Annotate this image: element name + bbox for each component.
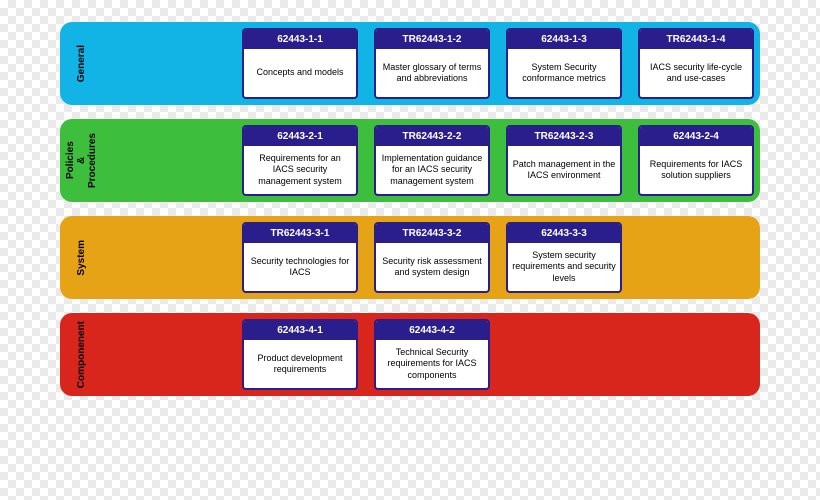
tier-label-text: Componenent: [76, 321, 87, 388]
card-62443-4-2: 62443-4-2 Technical Security requirement…: [374, 319, 490, 390]
tier-label-system: System: [60, 222, 102, 293]
cards-area-general: 62443-1-1 Concepts and models TR62443-1-…: [102, 28, 754, 99]
card-text: IACS security life-cycle and use-cases: [640, 49, 752, 97]
card-text: Requirements for an IACS security manage…: [244, 146, 356, 194]
tier-label-policies: Policies & Procedures: [60, 125, 102, 196]
card-code: TR62443-1-4: [640, 30, 752, 49]
card-text: Security risk assessment and system desi…: [376, 243, 488, 291]
card-text: Technical Security requirements for IACS…: [376, 340, 488, 388]
card-tr62443-2-2: TR62443-2-2 Implementation guidance for …: [374, 125, 490, 196]
card-tr62443-1-4: TR62443-1-4 IACS security life-cycle and…: [638, 28, 754, 99]
card-code: 62443-1-3: [508, 30, 620, 49]
card-tr62443-3-1: TR62443-3-1 Security technologies for IA…: [242, 222, 358, 293]
card-code: TR62443-1-2: [376, 30, 488, 49]
tier-component: Componenent 62443-4-1 Product developmen…: [60, 313, 760, 396]
card-tr62443-1-2: TR62443-1-2 Master glossary of terms and…: [374, 28, 490, 99]
card-text: Patch management in the IACS environment: [508, 146, 620, 194]
card-text: Security technologies for IACS: [244, 243, 356, 291]
card-62443-2-4: 62443-2-4 Requirements for IACS solution…: [638, 125, 754, 196]
tier-label-component: Componenent: [60, 319, 102, 390]
card-62443-1-3: 62443-1-3 System Security conformance me…: [506, 28, 622, 99]
card-text: Concepts and models: [244, 49, 356, 97]
card-text: Requirements for IACS solution suppliers: [640, 146, 752, 194]
card-text: Master glossary of terms and abbreviatio…: [376, 49, 488, 97]
cards-area-component: 62443-4-1 Product development requiremen…: [102, 319, 490, 390]
card-text: Product development requirements: [244, 340, 356, 388]
card-text: Implementation guidance for an IACS secu…: [376, 146, 488, 194]
card-tr62443-3-2: TR62443-3-2 Security risk assessment and…: [374, 222, 490, 293]
card-62443-1-1: 62443-1-1 Concepts and models: [242, 28, 358, 99]
card-code: TR62443-2-3: [508, 127, 620, 146]
diagram-container: General 62443-1-1 Concepts and models TR…: [0, 0, 820, 418]
card-62443-3-3: 62443-3-3 System security requirements a…: [506, 222, 622, 293]
card-62443-4-1: 62443-4-1 Product development requiremen…: [242, 319, 358, 390]
tier-label-text: Policies & Procedures: [65, 133, 98, 188]
cards-area-policies: 62443-2-1 Requirements for an IACS secur…: [102, 125, 754, 196]
tier-label-text: System: [76, 240, 87, 276]
tier-label-text: General: [76, 45, 87, 82]
card-code: 62443-2-4: [640, 127, 752, 146]
card-code: 62443-4-1: [244, 321, 356, 340]
card-code: 62443-3-3: [508, 224, 620, 243]
card-text: System security requirements and securit…: [508, 243, 620, 291]
card-code: TR62443-3-1: [244, 224, 356, 243]
card-code: TR62443-2-2: [376, 127, 488, 146]
tier-system: System TR62443-3-1 Security technologies…: [60, 216, 760, 299]
card-62443-2-1: 62443-2-1 Requirements for an IACS secur…: [242, 125, 358, 196]
card-code: 62443-2-1: [244, 127, 356, 146]
card-code: TR62443-3-2: [376, 224, 488, 243]
tier-label-general: General: [60, 28, 102, 99]
card-tr62443-2-3: TR62443-2-3 Patch management in the IACS…: [506, 125, 622, 196]
card-code: 62443-4-2: [376, 321, 488, 340]
card-code: 62443-1-1: [244, 30, 356, 49]
cards-area-system: TR62443-3-1 Security technologies for IA…: [102, 222, 622, 293]
tier-policies: Policies & Procedures 62443-2-1 Requirem…: [60, 119, 760, 202]
card-text: System Security conformance metrics: [508, 49, 620, 97]
tier-general: General 62443-1-1 Concepts and models TR…: [60, 22, 760, 105]
